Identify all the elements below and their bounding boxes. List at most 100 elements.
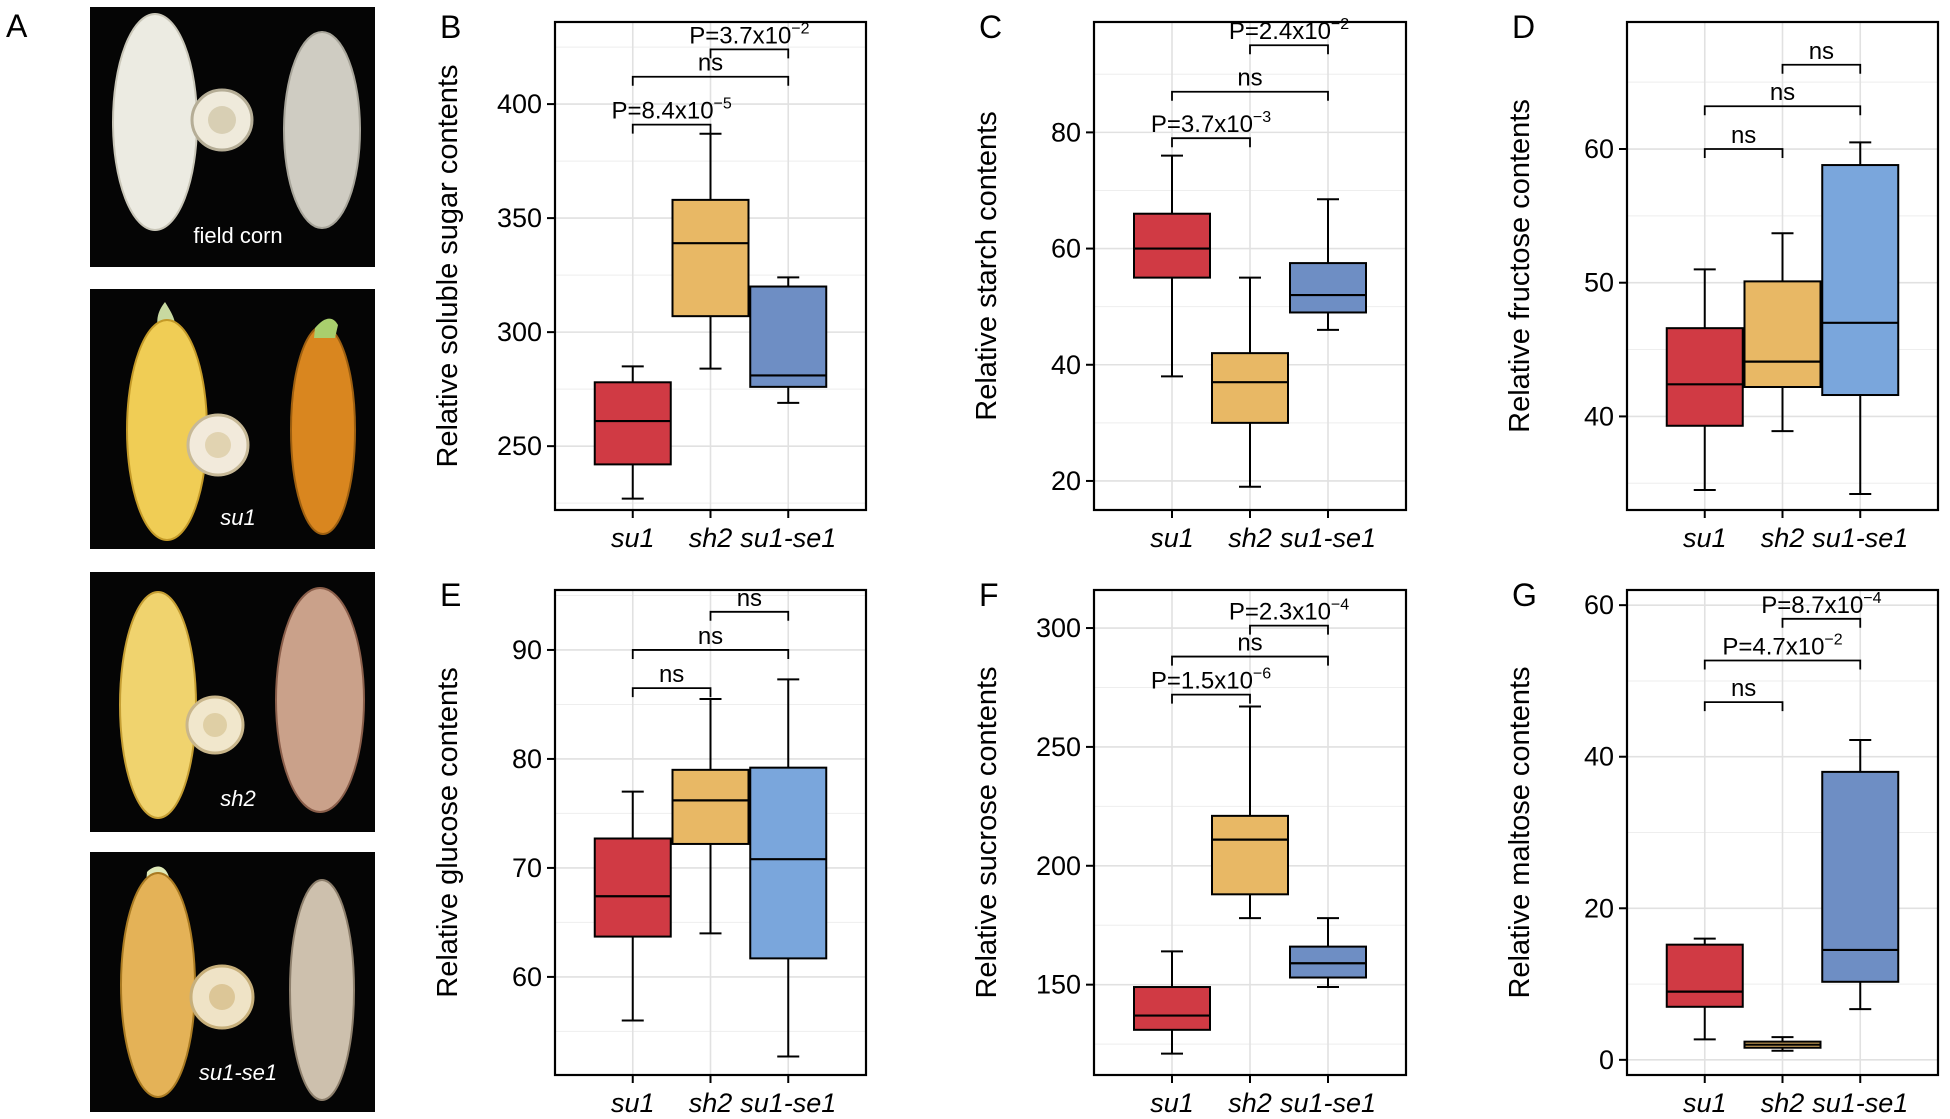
y-tick-label: 300 — [497, 317, 542, 347]
bracket-line — [1781, 63, 1862, 74]
y-tick-label: 20 — [1051, 466, 1081, 496]
box-iqr — [749, 766, 828, 960]
y-tick-label: 200 — [1036, 851, 1081, 881]
box-su1 — [593, 365, 672, 500]
box-iqr — [1289, 945, 1367, 979]
significance-exponent: −4 — [1331, 597, 1349, 614]
significance-value: P=1.5x10 — [1151, 668, 1253, 695]
x-tick-label: su1 — [1150, 1088, 1194, 1118]
y-tick-label: 60 — [1051, 234, 1081, 264]
significance-label: P=8.7x10−4 — [1761, 590, 1881, 619]
photo-field-corn: field corn — [90, 7, 375, 267]
corn-ear-yellow — [120, 872, 196, 1098]
y-tick-label: 400 — [497, 89, 542, 119]
x-tick-label: su1 — [1683, 523, 1727, 553]
x-tick-label: su1 — [1683, 1088, 1727, 1118]
panel-e-letter: E — [440, 577, 461, 613]
box-su1-se1 — [749, 276, 828, 404]
y-tick-label: 20 — [1584, 893, 1614, 923]
y-tick-label: 60 — [1584, 590, 1614, 620]
bracket-line — [1171, 655, 1329, 666]
box-iqr — [671, 198, 750, 318]
significance-label: ns — [698, 623, 723, 650]
panel-b-letter: B — [440, 9, 461, 45]
y-tick-label: 70 — [512, 853, 542, 883]
y-tick-label: 40 — [1584, 742, 1614, 772]
bracket-line — [1703, 659, 1862, 670]
box-sh2 — [671, 132, 750, 370]
box-iqr — [1821, 164, 1900, 397]
chart-panel-g: Gns P=4.7x10−2 P=8.7x10−4 0 20 40 60 su1 sh2 su1-… — [1504, 577, 1940, 1118]
box-sh2 — [671, 697, 750, 935]
box-su1 — [1665, 268, 1744, 491]
significance-bracket: ns — [631, 623, 790, 659]
bracket-line — [1703, 105, 1862, 116]
x-tick-label: su1-se1 — [1812, 1088, 1908, 1118]
bracket-line — [1171, 137, 1251, 148]
corn-ear-dried — [289, 879, 355, 1101]
x-tick-label: su1 — [611, 523, 655, 553]
y-tick-label: 60 — [1584, 134, 1614, 164]
box-su1 — [593, 790, 672, 1022]
panel-c-letter: C — [979, 9, 1002, 45]
significance-value: P=3.7x10 — [689, 22, 791, 49]
corn-ear-shrunken — [275, 587, 365, 813]
significance-value: ns — [1731, 675, 1756, 702]
significance-exponent: −2 — [791, 20, 809, 37]
x-tick-label: su1-se1 — [740, 1088, 836, 1118]
significance-value: P=2.3x10 — [1229, 599, 1331, 626]
box-iqr — [1665, 943, 1744, 1008]
y-axis-label: Relative maltose contents — [1504, 666, 1536, 998]
box-iqr — [1133, 986, 1211, 1031]
significance-exponent: −3 — [1253, 109, 1271, 126]
significance-value: ns — [1237, 65, 1262, 92]
bracket-line — [1249, 44, 1329, 55]
significance-label: ns — [1809, 38, 1834, 65]
y-tick-label: 0 — [1599, 1045, 1614, 1075]
significance-value: ns — [659, 661, 684, 688]
significance-value: P=4.7x10 — [1722, 633, 1824, 660]
box-iqr — [1133, 212, 1211, 279]
box-su1-se1 — [749, 678, 828, 1058]
bracket-line — [1703, 701, 1784, 712]
x-tick-label: su1 — [611, 1088, 655, 1118]
significance-label: ns — [1731, 122, 1756, 149]
significance-bracket: P=3.7x10−3 — [1151, 109, 1271, 148]
box-su1-se1 — [1821, 141, 1900, 495]
photo-caption: field corn — [193, 223, 282, 248]
photo-su1-se1: su1-se1 — [90, 852, 375, 1112]
x-tick-label: su1-se1 — [1812, 523, 1908, 553]
significance-label: ns — [1731, 675, 1756, 702]
significance-bracket: ns — [631, 661, 712, 698]
significance-bracket: P=2.3x10−4 — [1229, 597, 1349, 635]
box-iqr — [749, 285, 828, 388]
panel-f-letter: F — [979, 577, 999, 613]
corn-ear-dried — [290, 325, 356, 535]
box-su1 — [1133, 154, 1211, 378]
y-tick-label: 80 — [1051, 117, 1081, 147]
significance-label: P=3.7x10−2 — [689, 20, 809, 49]
bracket-line — [631, 649, 790, 659]
box-iqr — [1821, 770, 1900, 983]
significance-bracket: P=1.5x10−6 — [1151, 666, 1271, 704]
y-axis-label: Relative sucrose contents — [971, 666, 1003, 998]
significance-exponent: −6 — [1253, 666, 1271, 683]
x-tick-label: sh2 — [1761, 1088, 1805, 1118]
box-su1 — [1133, 950, 1211, 1055]
box-sh2 — [1743, 1036, 1822, 1052]
box-iqr — [593, 381, 672, 466]
significance-value: ns — [698, 623, 723, 650]
significance-label: P=1.5x10−6 — [1151, 666, 1271, 695]
significance-bracket: ns — [1781, 38, 1862, 74]
panel-d-letter: D — [1512, 9, 1535, 45]
box-iqr — [1289, 262, 1367, 314]
box-su1-se1 — [1821, 739, 1900, 1011]
x-tick-label: sh2 — [1761, 523, 1805, 553]
x-tick-label: su1-se1 — [740, 523, 836, 553]
box-iqr — [1211, 814, 1289, 896]
y-tick-label: 150 — [1036, 970, 1081, 1000]
x-tick-label: sh2 — [689, 1088, 733, 1118]
significance-bracket: P=8.4x10−5 — [611, 96, 732, 134]
